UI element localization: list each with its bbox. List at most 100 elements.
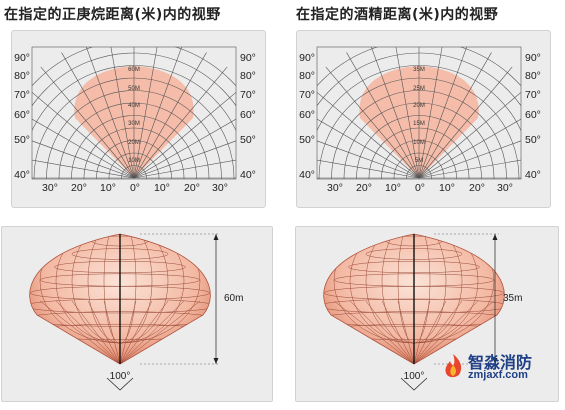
left-angle-ray: [32, 92, 135, 179]
right-cone-ray: [413, 300, 479, 364]
left-right-angle-label: 40°: [240, 169, 256, 181]
left-angle-ray: [133, 118, 236, 179]
right-dim-arrow-bottom: [492, 358, 498, 364]
left-bottom-angle-label: 30°: [212, 182, 228, 194]
left-range-label: 50M: [128, 86, 140, 92]
left-angle-ray: [133, 47, 182, 179]
right-bottom-angle-label: 0°: [415, 182, 425, 194]
right-angle-ray: [325, 66, 420, 179]
left-range-label: 30M: [128, 121, 140, 127]
left-right-angle-label: 80°: [240, 70, 256, 82]
left-left-angle-label: 40°: [14, 169, 30, 181]
left-polar-frame: [31, 46, 237, 180]
watermark-logo: 智淼消防 zmjaxf.com: [438, 348, 562, 384]
left-cone-ray: [87, 300, 121, 364]
right-angle-ray: [418, 140, 521, 179]
left-right-angle-label: 90°: [240, 52, 256, 64]
left-left-angle-label: 80°: [14, 70, 30, 82]
left-bottom-angle-label: 20°: [184, 182, 200, 194]
left-cone-ray: [119, 300, 169, 364]
right-range-label: 25M: [413, 86, 425, 92]
left-right-angle-label: 50°: [240, 134, 256, 146]
left-cone-ray: [119, 300, 185, 364]
right-angle-ray: [317, 159, 420, 179]
left-angle-ray: [133, 159, 236, 179]
left-cone-ray: [71, 300, 121, 364]
right-angle-ray: [418, 159, 521, 179]
right-angle-ray: [317, 140, 420, 179]
watermark-url: zmjaxf.com: [468, 369, 528, 381]
left-distance-label: 60m: [224, 293, 243, 304]
right-title: 在指定的酒精距离(米)内的视野: [296, 7, 499, 23]
left-bottom-angle-label: 10°: [100, 182, 116, 194]
left-angle-ray: [32, 140, 135, 179]
right-cone-ray: [413, 300, 495, 364]
right-range-label: 20M: [413, 103, 425, 109]
right-dim-arrow-top: [492, 234, 498, 240]
left-cone-diagram: 100° 60m: [29, 233, 243, 391]
right-left-angle-label: 60°: [299, 109, 315, 121]
right-bottom-angle-label: 20°: [469, 182, 485, 194]
right-cone-ray: [413, 300, 447, 364]
left-angle-ray: [61, 52, 135, 179]
right-angle-ray: [418, 52, 492, 179]
left-angle-ray: [133, 66, 228, 179]
left-range-label: 20M: [128, 140, 140, 146]
right-angle-mark: [400, 377, 428, 391]
right-range-label: 10M: [413, 140, 425, 146]
left-angle-label: 100°: [110, 371, 131, 382]
right-angle-ray: [418, 47, 443, 179]
left-right-angle-label: 60°: [240, 109, 256, 121]
right-cone-ray: [397, 300, 415, 364]
left-left-angle-label: 90°: [14, 52, 30, 64]
right-cone-diagram: 100° 35m: [323, 233, 522, 391]
right-left-angle-label: 50°: [299, 134, 315, 146]
left-cone-ray: [39, 300, 121, 364]
right-angle-ray: [418, 66, 513, 179]
right-bottom-angle-label: 10°: [385, 182, 401, 194]
left-bottom-angle-label: 30°: [42, 182, 58, 194]
left-cone-ray: [103, 300, 121, 364]
right-left-angle-label: 80°: [299, 70, 315, 82]
left-title: 在指定的正庚烷距离(米)内的视野: [4, 7, 221, 23]
left-range-label: 60M: [128, 67, 140, 73]
left-left-angle-label: 70°: [14, 89, 30, 101]
left-range-label: 10M: [128, 158, 140, 164]
left-dim-arrow-bottom: [213, 358, 219, 364]
right-cone-ray: [333, 300, 415, 364]
right-angle-ray: [317, 118, 420, 179]
right-range-label: 5M: [415, 158, 423, 164]
left-polar-grid: [32, 47, 236, 179]
left-left-angle-label: 60°: [14, 109, 30, 121]
right-angle-ray: [395, 47, 420, 179]
left-angle-mark: [106, 377, 134, 391]
left-angle-ray: [133, 47, 158, 179]
left-cone-ray: [119, 300, 137, 364]
right-distance-label: 35m: [503, 293, 522, 304]
right-polar-diagram: 35M 25M 20M 15M 10M 5M 90° 90° 80° 80° 70° 70° 60° 60…: [299, 46, 541, 194]
left-angle-ray: [133, 52, 207, 179]
left-angle-ray: [32, 118, 135, 179]
left-polar-diagram: 60M 50M 40M 30M 20M 10M 90° 90° 80° 80° 70° 70° 60° 6…: [14, 46, 256, 194]
left-cone-ray: [119, 300, 201, 364]
right-right-angle-label: 90°: [525, 52, 541, 64]
right-bottom-angle-label: 30°: [497, 182, 513, 194]
right-cone-ray: [381, 300, 415, 364]
left-bottom-angle-label: 0°: [130, 182, 140, 194]
left-angle-ray: [32, 159, 135, 179]
right-angle-ray: [418, 47, 467, 179]
right-cone-ray: [413, 300, 431, 364]
right-cone-ray: [349, 300, 415, 364]
left-angle-ray: [40, 66, 135, 179]
right-polar-frame: [316, 46, 522, 180]
right-left-angle-label: 90°: [299, 52, 315, 64]
left-left-angle-label: 50°: [14, 134, 30, 146]
left-bottom-angle-label: 10°: [154, 182, 170, 194]
right-angle-ray: [371, 47, 420, 179]
right-cone-ray: [365, 300, 415, 364]
right-angle-label: 100°: [404, 371, 425, 382]
right-angle-ray: [317, 92, 420, 179]
right-cone-ray: [413, 300, 463, 364]
right-angle-ray: [418, 118, 521, 179]
